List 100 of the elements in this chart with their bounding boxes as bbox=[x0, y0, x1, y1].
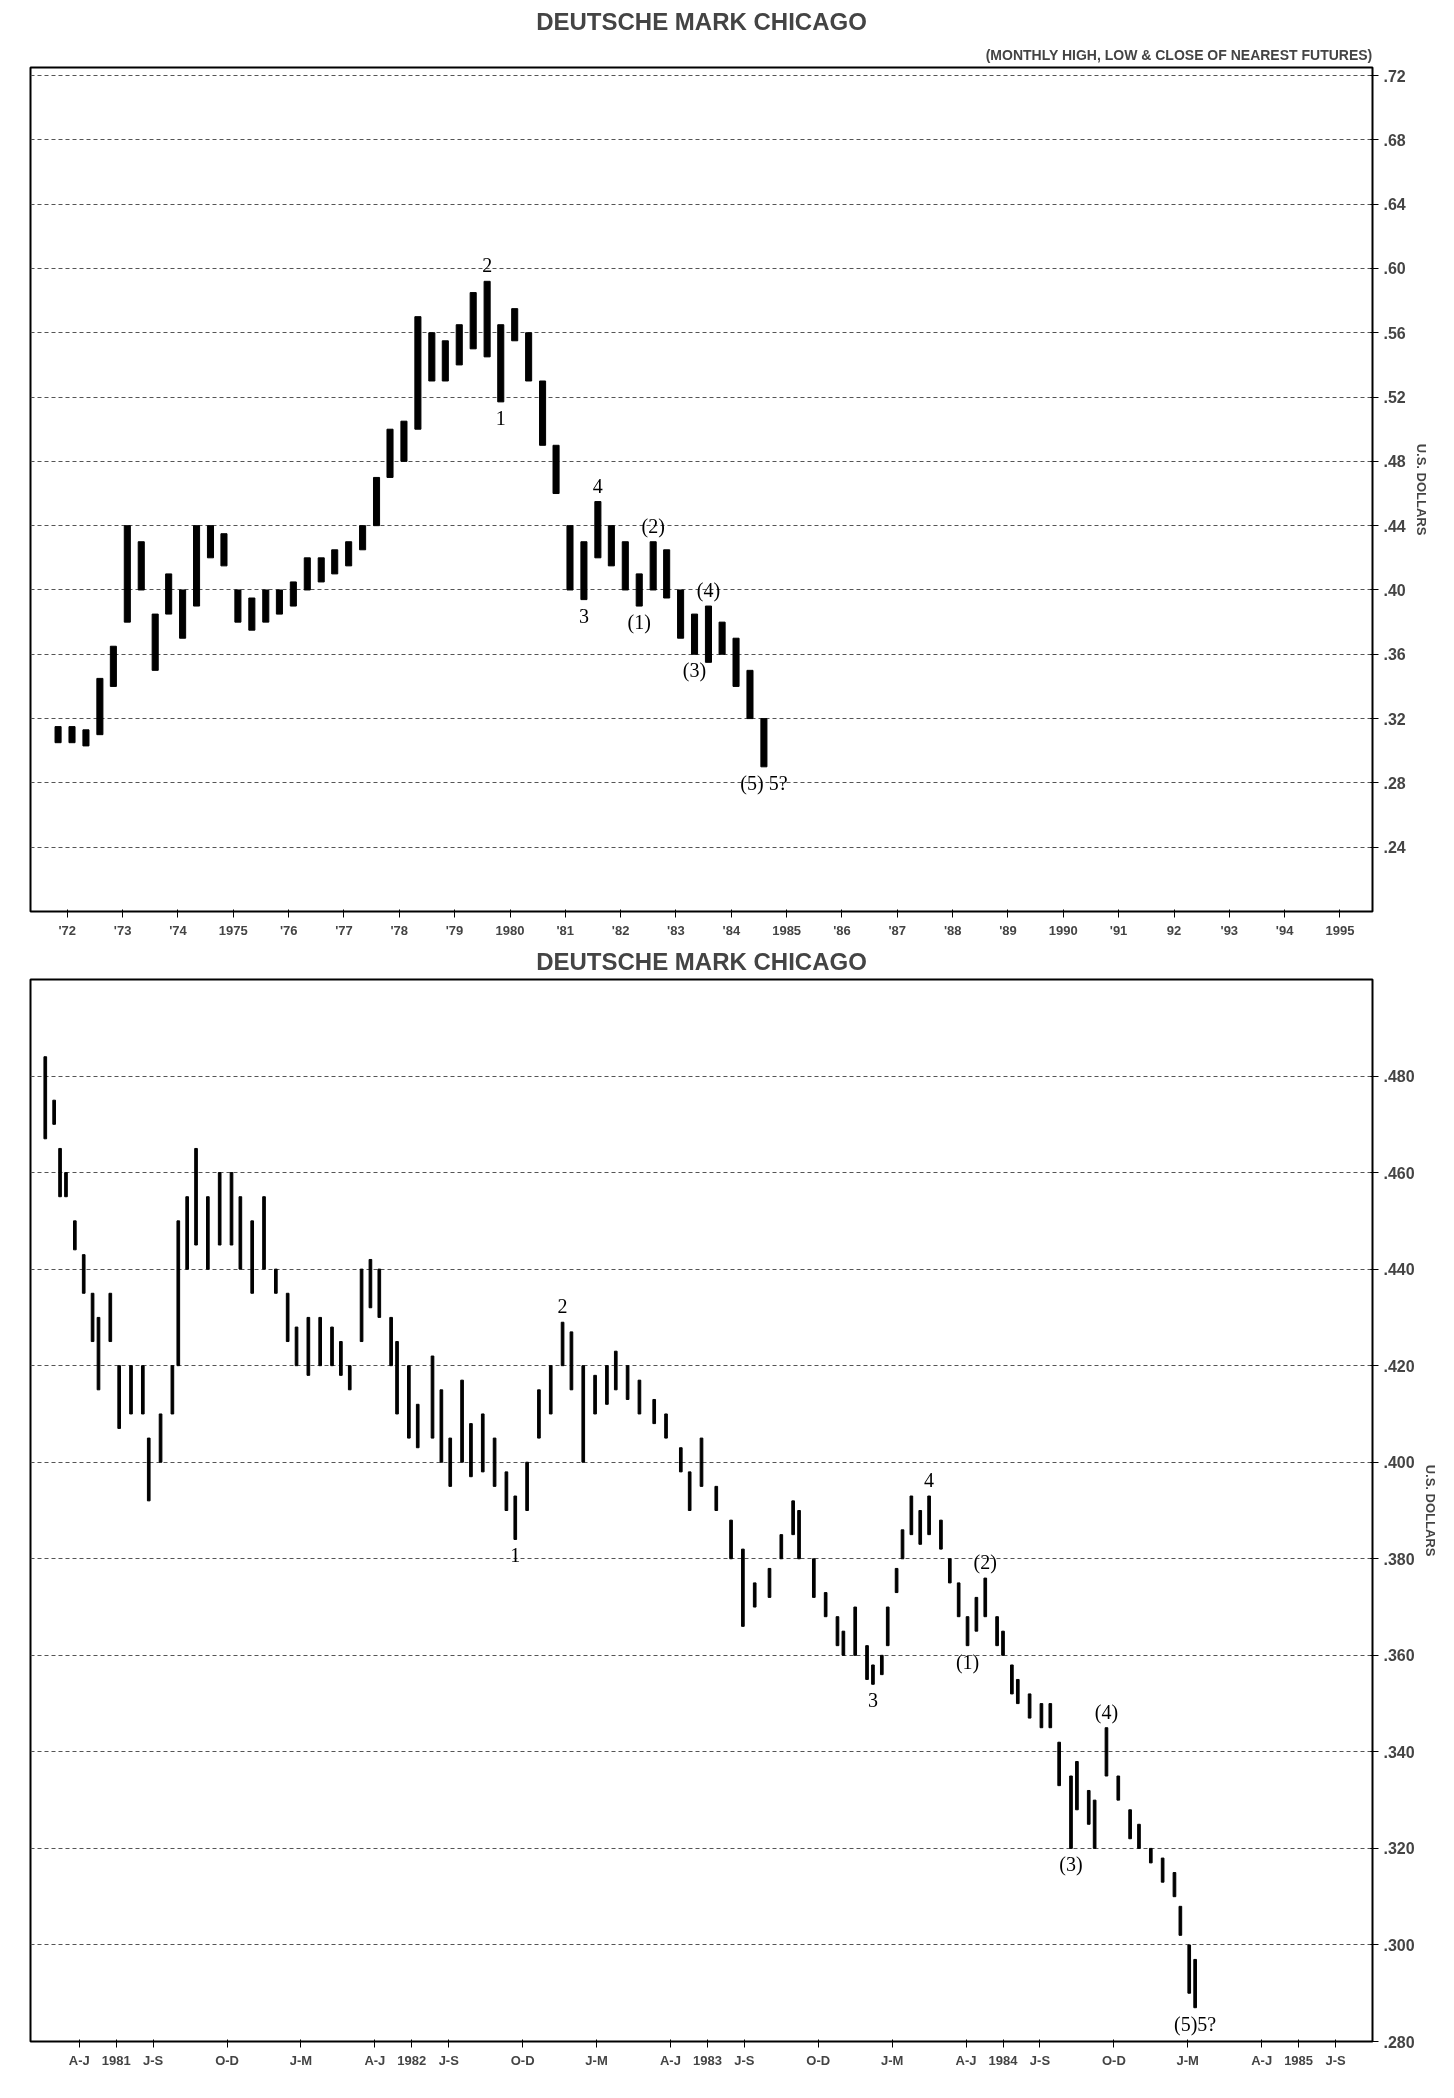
x-tick-label: '93 bbox=[1220, 922, 1239, 938]
x-tick-label: '84 bbox=[722, 922, 741, 938]
y-tick-label: .48 bbox=[1383, 453, 1406, 471]
bar bbox=[812, 1558, 816, 1598]
bar bbox=[560, 1321, 565, 1367]
x-tick-label: '89 bbox=[999, 922, 1017, 938]
annotation: (4) bbox=[1094, 1700, 1119, 1724]
bar bbox=[1015, 1678, 1020, 1705]
bar bbox=[492, 1437, 497, 1487]
x-tick-label: A-J bbox=[955, 2052, 977, 2068]
bar bbox=[206, 1196, 210, 1270]
bar bbox=[1048, 1703, 1053, 1729]
bar bbox=[373, 476, 381, 527]
bar bbox=[497, 324, 505, 403]
bar bbox=[90, 1292, 95, 1343]
bar bbox=[525, 332, 533, 382]
y-tick-label: .28 bbox=[1383, 774, 1406, 792]
x-tick-label: A-J bbox=[364, 2052, 386, 2068]
bar bbox=[732, 637, 740, 687]
bar bbox=[677, 589, 685, 639]
bar bbox=[664, 1413, 668, 1439]
bar bbox=[947, 1558, 952, 1584]
bar bbox=[1001, 1630, 1005, 1656]
bar bbox=[539, 380, 547, 446]
bar bbox=[1187, 1944, 1192, 1994]
y-tick-label: .64 bbox=[1383, 196, 1406, 214]
x-tick-label: '87 bbox=[888, 922, 907, 938]
y-tick-label: .68 bbox=[1383, 131, 1406, 149]
bar bbox=[359, 1268, 364, 1343]
y-tick-label: .60 bbox=[1383, 260, 1406, 278]
x-tick-label: '76 bbox=[279, 922, 298, 938]
bar bbox=[96, 677, 104, 736]
bar bbox=[285, 1292, 290, 1343]
x-tick-label: 1990 bbox=[1048, 922, 1078, 938]
x-tick-label: '77 bbox=[335, 922, 353, 938]
y-tick-label: .380 bbox=[1383, 1550, 1415, 1568]
bar bbox=[170, 1365, 175, 1415]
y-tick-label: .440 bbox=[1383, 1261, 1415, 1279]
y-tick-label: .32 bbox=[1383, 710, 1406, 728]
bar bbox=[331, 549, 339, 575]
x-tick-label: '78 bbox=[390, 922, 409, 938]
bar bbox=[835, 1616, 840, 1647]
bar bbox=[974, 1596, 979, 1632]
bar bbox=[318, 1316, 323, 1367]
bar bbox=[511, 308, 519, 342]
bar bbox=[250, 1220, 255, 1294]
annotation: (3) bbox=[682, 659, 707, 683]
bar bbox=[389, 1316, 393, 1367]
x-tick-label: A-J bbox=[68, 2052, 90, 2068]
y-tick-label: .320 bbox=[1383, 1840, 1415, 1858]
bar bbox=[238, 1196, 243, 1270]
bar bbox=[1137, 1823, 1141, 1849]
bar bbox=[368, 1258, 373, 1309]
bar bbox=[317, 557, 325, 583]
bar bbox=[1039, 1703, 1044, 1729]
annotation: (2) bbox=[973, 1551, 997, 1575]
x-tick-label: A-J bbox=[1251, 2052, 1273, 2068]
bar bbox=[995, 1616, 999, 1647]
bar bbox=[746, 669, 754, 720]
bar bbox=[289, 581, 297, 607]
bar bbox=[1086, 1789, 1091, 1825]
x-tick-label: J-M bbox=[585, 2052, 608, 2068]
x-tick-label: 1985 bbox=[1284, 2052, 1314, 2068]
annotation: 4 bbox=[924, 1469, 935, 1492]
bar bbox=[206, 525, 215, 559]
bar bbox=[594, 501, 602, 559]
bar bbox=[220, 533, 228, 567]
bar bbox=[1128, 1809, 1132, 1840]
bar bbox=[109, 645, 117, 687]
bar bbox=[1178, 1905, 1183, 1936]
x-tick-label: J-M bbox=[289, 2052, 313, 2068]
bar bbox=[580, 541, 588, 601]
bar bbox=[179, 589, 187, 639]
bar bbox=[718, 621, 726, 655]
bar bbox=[193, 525, 201, 607]
annotation: (1) bbox=[955, 1650, 980, 1674]
bar bbox=[81, 1254, 86, 1294]
bar bbox=[1057, 1741, 1061, 1787]
bar bbox=[605, 1365, 609, 1405]
bar bbox=[386, 428, 394, 478]
bar bbox=[983, 1577, 988, 1618]
bar bbox=[129, 1365, 133, 1415]
bar bbox=[760, 718, 768, 768]
bar bbox=[625, 1365, 630, 1400]
bar bbox=[469, 1423, 473, 1478]
bar bbox=[274, 1268, 278, 1294]
bar bbox=[635, 573, 643, 607]
x-tick-label: 1981 bbox=[101, 2052, 131, 2068]
x-tick-label: O-D bbox=[1101, 2052, 1126, 2068]
bar bbox=[52, 1099, 56, 1125]
bar bbox=[879, 1654, 884, 1676]
x-tick-label: J-M bbox=[1176, 2052, 1199, 2068]
bar bbox=[1092, 1799, 1097, 1849]
y-tick-label: .40 bbox=[1383, 581, 1406, 599]
x-tick-label: 1984 bbox=[988, 2052, 1019, 2068]
bar bbox=[407, 1365, 411, 1439]
x-tick-label: J-S bbox=[734, 2052, 755, 2068]
bar bbox=[1027, 1693, 1032, 1719]
bar bbox=[687, 1471, 692, 1511]
bar bbox=[141, 1365, 145, 1415]
